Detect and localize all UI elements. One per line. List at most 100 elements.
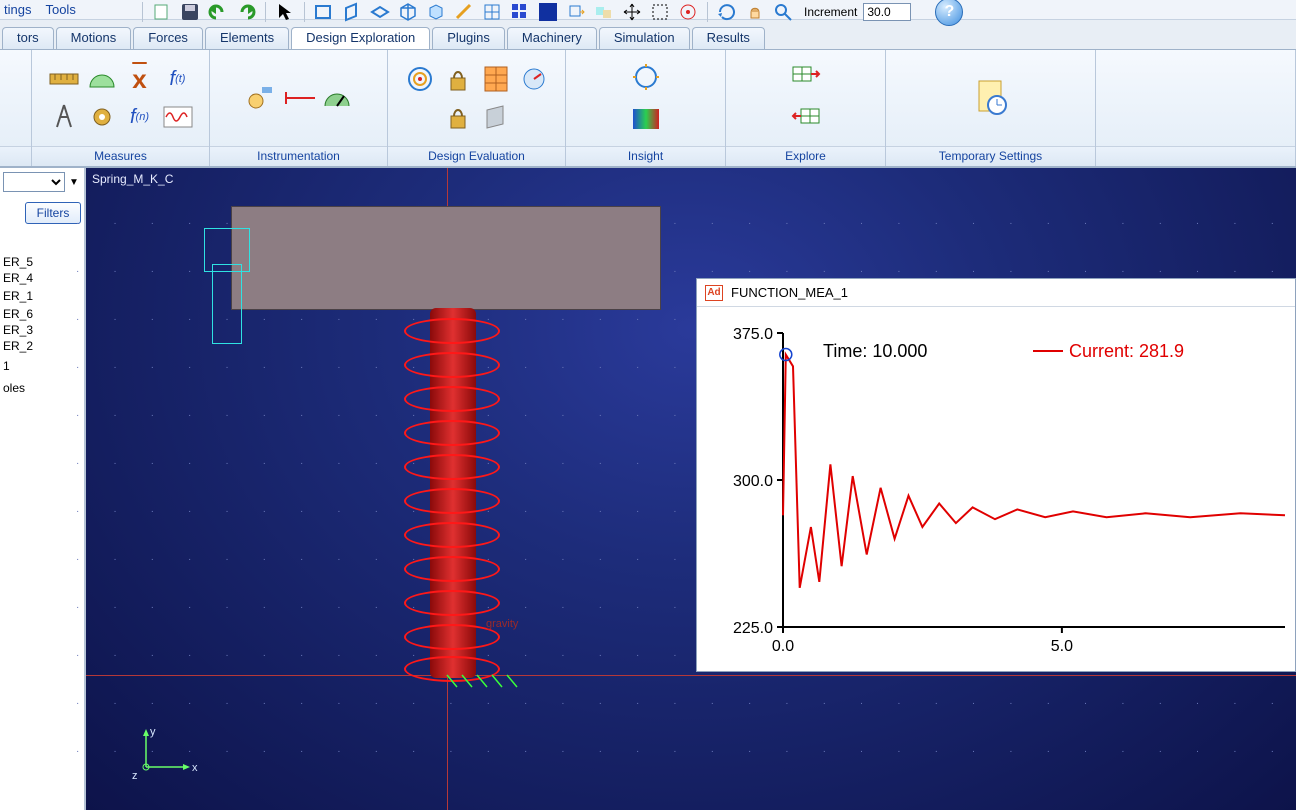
menu-settings[interactable]: tings (4, 2, 31, 17)
protractor-icon[interactable] (86, 63, 118, 95)
tab-results[interactable]: Results (692, 27, 765, 49)
tree-item[interactable]: ER_2 (3, 338, 81, 354)
import-table-icon[interactable] (790, 103, 822, 135)
axis-gizmo: y x z (132, 723, 202, 786)
panel-measures: x f(t) f(n) Measures (32, 50, 210, 166)
cube-icon[interactable] (425, 1, 447, 23)
spring-coil (404, 590, 500, 616)
tree-item[interactable]: ER_1 (3, 288, 81, 304)
clock-doc-icon[interactable] (975, 82, 1007, 114)
panel-label-temp-settings: Temporary Settings (886, 146, 1095, 166)
tab-tors[interactable]: tors (2, 27, 54, 49)
menu-tools[interactable]: Tools (45, 2, 75, 17)
chart-titlebar[interactable]: Ad FUNCTION_MEA_1 (697, 279, 1295, 307)
view-right-icon[interactable] (341, 1, 363, 23)
filters-button[interactable]: Filters (25, 202, 81, 224)
lock1-icon[interactable] (442, 63, 474, 95)
view-iso-icon[interactable] (397, 1, 419, 23)
help-icon[interactable]: ? (935, 0, 963, 26)
sensor-icon[interactable] (245, 82, 277, 114)
undo-icon[interactable] (207, 1, 229, 23)
sheet-icon[interactable] (480, 101, 512, 133)
spring-coil (404, 488, 500, 514)
spring-coil (404, 420, 500, 446)
edge-icon[interactable] (453, 1, 475, 23)
panel-label-design-eval: Design Evaluation (388, 146, 565, 166)
tab-motions[interactable]: Motions (56, 27, 132, 49)
lock2-icon[interactable] (442, 101, 474, 133)
panel-design-evaluation: Design Evaluation (388, 50, 566, 166)
chart-window[interactable]: Ad FUNCTION_MEA_1 225.0300.0375.00.05.0T… (696, 278, 1296, 672)
marker-box-1 (212, 264, 242, 344)
target-icon[interactable] (677, 1, 699, 23)
tab-plugins[interactable]: Plugins (432, 27, 505, 49)
insight-gear-icon[interactable] (630, 61, 662, 93)
tree-item[interactable]: ER_6 (3, 306, 81, 322)
tree-item[interactable]: 1 (3, 358, 81, 374)
increment-input[interactable] (863, 3, 911, 21)
tree-item[interactable]: ER_5 (3, 254, 81, 270)
box-move-icon[interactable] (565, 1, 587, 23)
svg-text:0.0: 0.0 (772, 638, 794, 655)
dimension-icon[interactable] (283, 82, 315, 114)
export-table-icon[interactable] (790, 61, 822, 93)
ft-icon[interactable]: f(t) (162, 63, 194, 95)
svg-text:x: x (192, 762, 198, 774)
fn-icon[interactable]: f(n) (124, 101, 156, 133)
target-eval-icon[interactable] (404, 63, 436, 95)
tab-forces[interactable]: Forces (133, 27, 203, 49)
panel-instrumentation: Instrumentation (210, 50, 388, 166)
view-top-icon[interactable] (369, 1, 391, 23)
grid-icon[interactable] (509, 1, 531, 23)
svg-text:z: z (132, 770, 138, 782)
axis-x-line (86, 675, 1296, 676)
redo-icon[interactable] (235, 1, 257, 23)
new-icon[interactable] (151, 1, 173, 23)
compass-icon[interactable] (48, 101, 80, 133)
panel-label-measures: Measures (32, 146, 209, 166)
dropdown-icon[interactable]: ▼ (69, 177, 79, 188)
tree-item[interactable]: oles (3, 380, 81, 396)
tab-simulation[interactable]: Simulation (599, 27, 690, 49)
tab-elements[interactable]: Elements (205, 27, 289, 49)
wireframe-icon[interactable] (481, 1, 503, 23)
ruler-icon[interactable] (48, 63, 80, 95)
spring-coil (404, 522, 500, 548)
chart-plot: 225.0300.0375.00.05.0Time: 10.000Current… (697, 307, 1295, 671)
tab-machinery[interactable]: Machinery (507, 27, 597, 49)
panel-label-instrumentation: Instrumentation (210, 146, 387, 166)
waveform-icon[interactable] (162, 101, 194, 133)
knob-icon[interactable] (518, 63, 550, 95)
svg-text:375.0: 375.0 (733, 326, 773, 343)
increment-label: Increment (804, 5, 857, 19)
gauge-icon[interactable] (321, 82, 353, 114)
svg-text:5.0: 5.0 (1051, 638, 1073, 655)
tree-item[interactable]: ER_4 (3, 270, 81, 286)
model-tree[interactable]: ER_5ER_4 ER_1 ER_6ER_3ER_2 1 oles (3, 252, 81, 396)
tree-item[interactable]: ER_3 (3, 322, 81, 338)
grid-dots: ········································… (76, 698, 1296, 709)
view-front-icon[interactable] (313, 1, 335, 23)
select-box-icon[interactable] (649, 1, 671, 23)
app-badge-icon: Ad (705, 285, 723, 301)
solid-icon[interactable] (537, 1, 559, 23)
cursor-icon[interactable] (274, 1, 296, 23)
svg-text:Current: 281.9: Current: 281.9 (1069, 341, 1184, 361)
rotate-icon[interactable] (716, 1, 738, 23)
save-icon[interactable] (179, 1, 201, 23)
tab-design-exploration[interactable]: Design Exploration (291, 27, 430, 49)
gear-icon[interactable] (86, 101, 118, 133)
zoom-icon[interactable] (772, 1, 794, 23)
group-icon[interactable] (593, 1, 615, 23)
panel-collapse[interactable] (0, 50, 32, 166)
ribbon: x f(t) f(n) Measures Instrumentation Des… (0, 50, 1296, 168)
spring-coil (404, 318, 500, 344)
pan-icon[interactable] (744, 1, 766, 23)
mass-block[interactable] (231, 206, 661, 310)
xbar-icon[interactable]: x (124, 63, 156, 95)
insight-contour-icon[interactable] (630, 103, 662, 135)
tree-filter-select[interactable] (3, 172, 65, 192)
move-icon[interactable] (621, 1, 643, 23)
svg-text:225.0: 225.0 (733, 620, 773, 637)
table-eval-icon[interactable] (480, 63, 512, 95)
